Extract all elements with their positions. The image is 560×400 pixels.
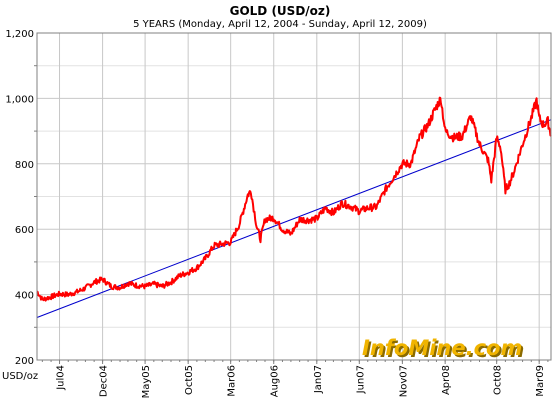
x-tick-label: Jul04 bbox=[56, 365, 67, 391]
x-tick-label: Nov07 bbox=[398, 365, 409, 397]
x-tick-label: Oct08 bbox=[493, 365, 504, 395]
infomine-logo-shadow: InfoMine.com bbox=[364, 338, 524, 362]
x-tick-label: Dec04 bbox=[99, 365, 110, 397]
y-tick-label: 400 bbox=[15, 291, 34, 302]
x-tick-label: Aug06 bbox=[270, 365, 281, 397]
x-tick-label: Mar09 bbox=[535, 365, 546, 397]
grid-layer bbox=[37, 32, 551, 361]
y-tick-label: 800 bbox=[15, 160, 34, 171]
y-tick-label: 1,000 bbox=[5, 94, 34, 105]
y-tick-label: 600 bbox=[15, 225, 34, 236]
chart-subtitle: 5 YEARS (Monday, April 12, 2004 - Sunday… bbox=[133, 19, 427, 30]
series-layer bbox=[36, 96, 552, 302]
x-tick-label: Oct05 bbox=[184, 365, 195, 395]
gold-price-line bbox=[36, 96, 552, 302]
y-tick-label: 1,200 bbox=[5, 29, 34, 40]
chart-title: GOLD (USD/oz) bbox=[230, 4, 331, 18]
x-tick-label: May05 bbox=[141, 365, 152, 398]
infomine-logo: InfoMine.com bbox=[362, 336, 522, 360]
y-tick-label: 200 bbox=[15, 356, 34, 367]
x-tick-label: Jun07 bbox=[355, 365, 366, 394]
y-axis-unit-label: USD/oz bbox=[2, 371, 38, 382]
x-axis-ticks: Jul04 Dec04 May05 Oct05 Mar06 Aug06 Jan07 Jun07… bbox=[41, 360, 549, 398]
y-axis-ticks: 200 400 600 800 1,000 1,200 bbox=[5, 29, 37, 367]
x-tick-label: Apr08 bbox=[441, 365, 452, 395]
x-tick-label: Mar06 bbox=[227, 365, 238, 397]
x-tick-label: Jan07 bbox=[313, 365, 324, 394]
